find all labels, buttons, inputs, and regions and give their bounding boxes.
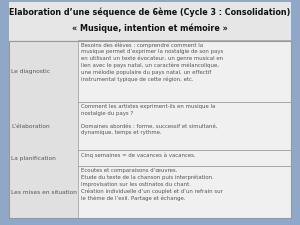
Bar	[9, 150, 78, 166]
Bar	[9, 166, 78, 218]
Bar	[9, 40, 291, 102]
Text: Elaboration d’une séquence de 6ème (Cycle 3 : Consolidation): Elaboration d’une séquence de 6ème (Cycl…	[9, 7, 291, 17]
Bar	[9, 40, 78, 102]
Bar	[9, 102, 291, 150]
Text: Ecoutes et comparaisons d’œuvres.
Etude du texte de la chanson puis interprétati: Ecoutes et comparaisons d’œuvres. Etude …	[81, 168, 223, 201]
Text: Comment les artistes expriment-ils en musique la
nostalgie du pays ?

Domaines a: Comment les artistes expriment-ils en mu…	[81, 104, 218, 135]
Bar	[9, 40, 291, 218]
Text: Le diagnostic: Le diagnostic	[11, 69, 50, 74]
Bar	[9, 102, 78, 150]
Text: « Musique, intention et mémoire »: « Musique, intention et mémoire »	[72, 24, 228, 33]
Bar	[9, 150, 291, 166]
Text: La planification: La planification	[11, 156, 56, 161]
Text: L’élaboration: L’élaboration	[11, 124, 50, 129]
Text: Cinq semaines = de vacances à vacances.: Cinq semaines = de vacances à vacances.	[81, 152, 196, 158]
Text: Besoins des élèves : comprendre comment la
musique permet d’exprimer la nostalgi: Besoins des élèves : comprendre comment …	[81, 42, 223, 83]
Bar	[9, 2, 291, 40]
Bar	[9, 40, 291, 218]
Bar	[9, 166, 291, 218]
Text: Les mises en situation: Les mises en situation	[11, 190, 77, 195]
